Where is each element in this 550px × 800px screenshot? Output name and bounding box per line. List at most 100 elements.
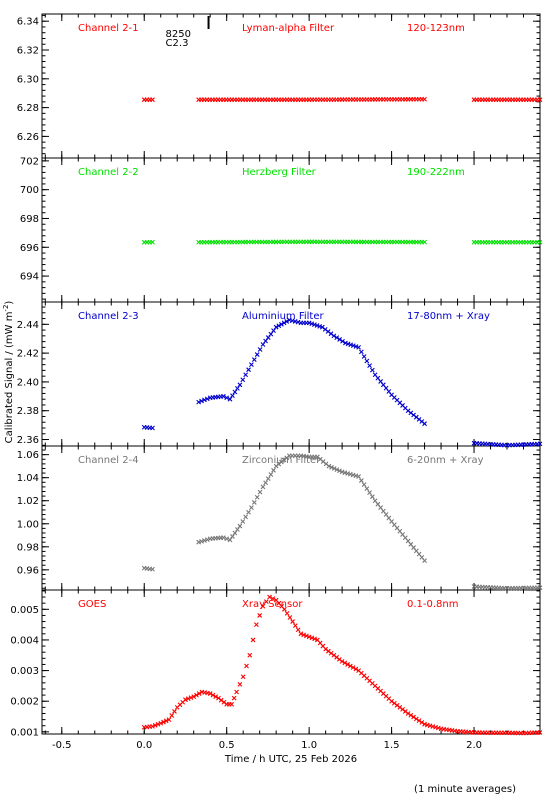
panel-frame xyxy=(41,445,541,591)
panel-1: 6.26 6.28 6.30 6.32 6.34 Channel 2-1 Lyman-alp… xyxy=(17,13,541,159)
data-point xyxy=(408,712,414,718)
data-point xyxy=(260,484,266,490)
filter-label: Zirconium Filter xyxy=(242,455,321,466)
data-point xyxy=(356,474,361,479)
data-point xyxy=(150,723,155,729)
panel-3: 2.36 2.38 2.40 2.42 2.44 Channel 2-3 Aluminium… xyxy=(17,301,541,447)
data-point xyxy=(243,372,249,378)
data-point xyxy=(422,558,427,564)
data-point xyxy=(345,662,351,667)
data-point xyxy=(237,523,243,529)
data-point xyxy=(273,324,279,330)
y-axis-title: Calibrated Signal / (mW m-2) xyxy=(2,301,15,444)
y-axis-title-main: Calibrated Signal / (mW m xyxy=(4,312,15,444)
panel-frame xyxy=(41,157,541,303)
data-point xyxy=(279,321,284,327)
data-point xyxy=(246,509,251,515)
data-point xyxy=(304,633,309,639)
data-points-layer xyxy=(141,96,543,736)
data-point xyxy=(196,399,202,405)
y-tick-label: 0.001 xyxy=(10,727,39,738)
data-point xyxy=(243,514,249,520)
data-point xyxy=(152,722,158,728)
data-point xyxy=(257,489,263,495)
data-point xyxy=(158,720,164,726)
data-point xyxy=(301,632,307,638)
data-point xyxy=(337,468,342,474)
x-axis: -0.5 0.0 0.5 1.0 1.5 2.0 xyxy=(52,740,482,751)
y-tick-label: 1.04 xyxy=(17,473,39,484)
y-tick-label: 698 xyxy=(20,214,39,225)
data-point xyxy=(284,610,290,616)
data-point xyxy=(356,344,361,350)
data-point xyxy=(367,490,372,496)
x-tick-label: -0.5 xyxy=(52,740,72,751)
channel-label: Channel 2-2 xyxy=(78,167,139,178)
y-tick-label: 6.30 xyxy=(17,74,39,85)
footnote: (1 minute averages) xyxy=(414,784,516,795)
data-point xyxy=(281,320,287,326)
data-point xyxy=(405,711,411,716)
y-tick-label: 700 xyxy=(20,185,39,196)
band-label: 17-80nm + Xray xyxy=(407,311,490,322)
data-point xyxy=(276,323,282,329)
data-point xyxy=(231,695,237,701)
data-point xyxy=(232,530,238,536)
data-point xyxy=(202,397,207,403)
data-point xyxy=(361,354,367,359)
data-point xyxy=(331,466,337,471)
data-point xyxy=(342,660,348,666)
data-point xyxy=(155,721,161,727)
data-point xyxy=(224,536,230,542)
data-point xyxy=(312,322,317,327)
data-point xyxy=(282,606,287,612)
data-point xyxy=(290,619,296,624)
data-point xyxy=(348,342,354,348)
data-point xyxy=(253,622,259,628)
data-point xyxy=(340,338,345,344)
data-point xyxy=(250,637,256,643)
data-point xyxy=(537,585,543,591)
panel-frame xyxy=(41,13,541,159)
data-point xyxy=(161,719,166,725)
data-point xyxy=(350,665,356,670)
y-tick-label: 0.003 xyxy=(10,666,39,677)
data-point xyxy=(150,425,155,431)
data-point xyxy=(249,362,254,368)
y-tick-label: 6.26 xyxy=(17,132,39,143)
data-point xyxy=(199,398,204,404)
y-tick-label: 0.004 xyxy=(10,635,39,646)
y-tick-label: 1.06 xyxy=(17,450,39,461)
y-tick-label: 702 xyxy=(20,156,39,167)
y-tick-label: 2.38 xyxy=(17,406,39,417)
data-point xyxy=(213,694,219,700)
data-point xyxy=(364,486,370,492)
band-label: 190-222nm xyxy=(407,167,465,178)
data-point xyxy=(169,713,175,718)
data-point xyxy=(422,421,427,427)
data-point xyxy=(287,615,293,620)
data-point xyxy=(235,527,240,532)
data-point xyxy=(411,714,416,720)
data-point xyxy=(537,239,543,245)
data-point xyxy=(306,320,312,326)
data-point xyxy=(350,343,356,349)
channel-label: Channel 2-1 xyxy=(78,23,139,34)
data-point xyxy=(326,463,332,469)
y-tick-label: 696 xyxy=(20,243,39,254)
data-point xyxy=(358,478,364,483)
data-point xyxy=(293,623,298,629)
data-point xyxy=(251,357,257,362)
y-tick-label: 0.002 xyxy=(10,697,39,708)
data-point xyxy=(227,396,233,402)
data-point xyxy=(422,96,427,102)
flare-region-number: 8250 xyxy=(166,29,191,40)
data-point xyxy=(163,718,169,724)
data-point xyxy=(422,239,427,245)
y-tick-label: 2.40 xyxy=(17,377,39,388)
data-point xyxy=(204,396,210,402)
x-tick-label: 1.5 xyxy=(384,740,400,751)
data-point xyxy=(353,344,359,349)
data-point xyxy=(191,694,197,700)
panels-layer: 6.26 6.28 6.30 6.32 6.34 Channel 2-1 Lyman-alp… xyxy=(10,13,541,738)
